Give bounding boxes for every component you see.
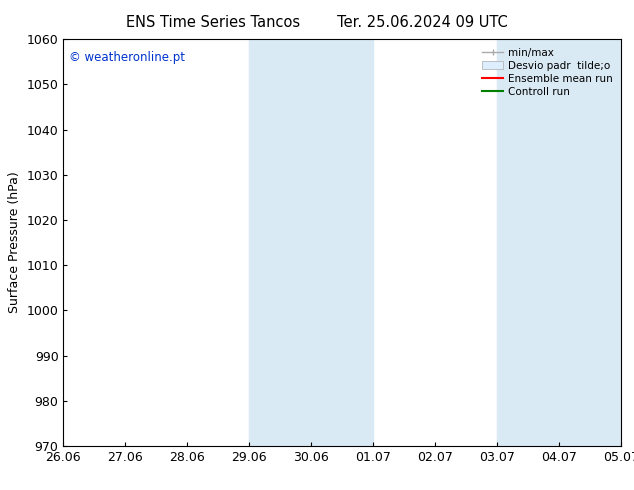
Legend: min/max, Desvio padr  tilde;o, Ensemble mean run, Controll run: min/max, Desvio padr tilde;o, Ensemble m… xyxy=(479,45,616,100)
Y-axis label: Surface Pressure (hPa): Surface Pressure (hPa) xyxy=(8,172,21,314)
Bar xyxy=(249,39,373,446)
Text: ENS Time Series Tancos        Ter. 25.06.2024 09 UTC: ENS Time Series Tancos Ter. 25.06.2024 0… xyxy=(126,15,508,30)
Text: © weatheronline.pt: © weatheronline.pt xyxy=(69,51,185,64)
Bar xyxy=(497,39,621,446)
